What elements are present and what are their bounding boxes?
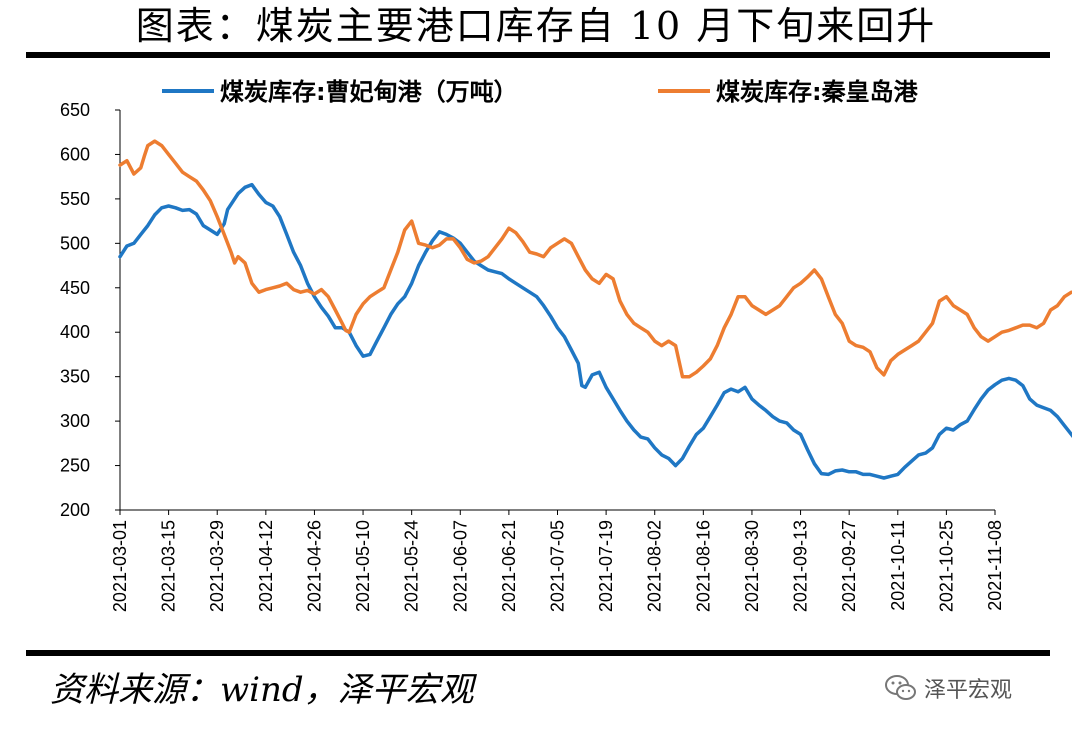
legend-label-qinhuangdao: 煤炭库存:秦皇岛港 [716,78,919,106]
line-chart: 煤炭库存:曹妃甸港（万吨） 煤炭库存:秦皇岛港 200 250 300 350 400 4… [60,78,1072,612]
y-tick-label: 300 [60,411,90,431]
x-tick-label: 2021-08-02 [645,520,665,612]
y-tick-label: 500 [60,233,90,253]
chart-title: 图表：煤炭主要港口库存自 10 月下旬来回升 [135,4,937,48]
y-tick-label: 350 [60,367,90,387]
watermark-text: 泽平宏观 [924,678,1013,703]
x-tick-label: 2021-09-13 [791,520,811,612]
x-tick-label: 2021-11-08 [985,520,1005,611]
y-tick-label: 650 [60,100,90,120]
series-line-caofeidian [118,182,1072,480]
x-tick-label: 2021-06-21 [499,520,519,612]
x-tick-label: 2021-04-26 [304,520,324,612]
x-tick-label: 2021-03-01 [110,520,130,612]
x-tick-label: 2021-05-10 [353,520,373,612]
x-tick-label: 2021-10-25 [936,520,956,612]
x-tick-label: 2021-10-11 [888,520,908,611]
x-tick-label: 2021-07-19 [596,520,616,612]
x-tick-label: 2021-06-07 [450,520,470,612]
x-tick-label: 2021-08-16 [693,520,713,612]
top-rule [26,52,1050,58]
y-tick-label: 250 [60,456,90,476]
watermark: 泽平宏观 [884,672,1012,704]
wechat-icon [885,675,916,700]
axes: 200 250 300 350 400 450 500 550 600 650 2021-03-01… [60,100,1005,612]
x-tick-label: 2021-08-30 [742,520,762,612]
y-tick-label: 600 [60,144,90,164]
legend-label-caofeidian: 煤炭库存:曹妃甸港（万吨） [220,78,518,106]
source-note: 资料来源：wind，泽平宏观 [50,670,474,710]
x-tick-label: 2021-03-15 [159,520,179,612]
x-tick-label: 2021-04-12 [256,520,276,612]
y-tick-label: 200 [60,500,90,520]
legend: 煤炭库存:曹妃甸港（万吨） 煤炭库存:秦皇岛港 [162,78,919,106]
series-line-qinhuangdao [118,139,1072,379]
x-tick-label: 2021-07-05 [548,520,568,612]
x-tick-label: 2021-09-27 [839,520,859,612]
x-tick-label: 2021-05-24 [402,520,422,612]
x-tick-label: 2021-03-29 [207,520,227,612]
y-tick-label: 550 [60,189,90,209]
bottom-rule [26,650,1050,656]
y-tick-label: 400 [60,322,90,342]
series-group [118,139,1072,480]
y-tick-label: 450 [60,278,90,298]
